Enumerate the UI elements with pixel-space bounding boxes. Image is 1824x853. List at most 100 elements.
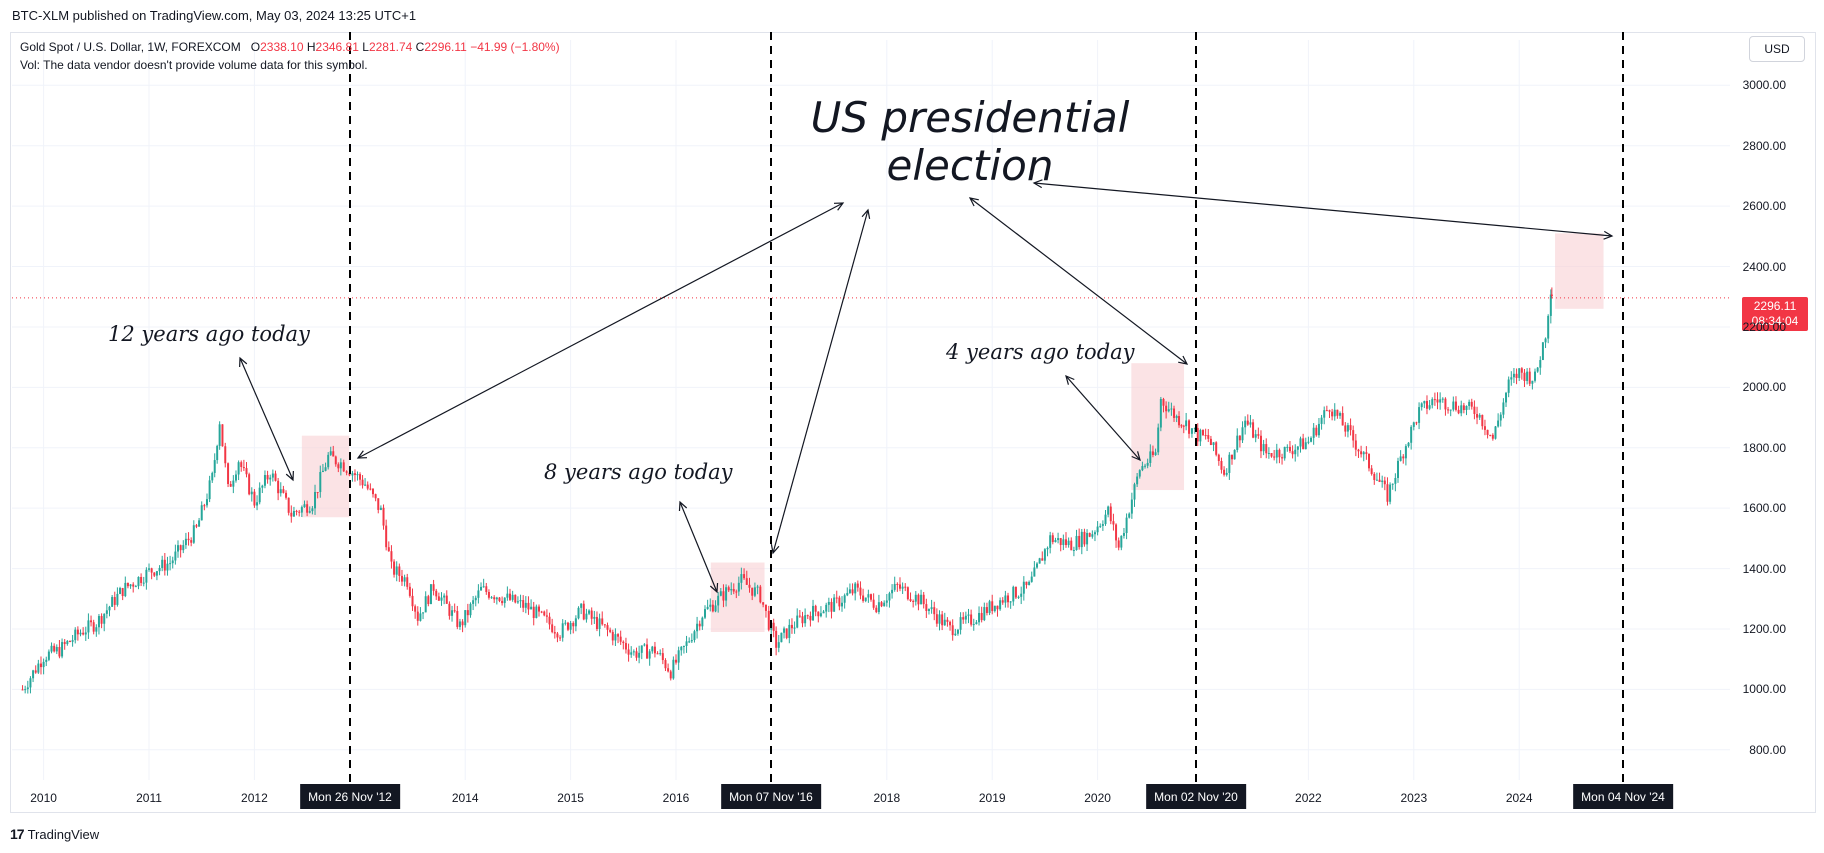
- candle-body: [300, 507, 303, 513]
- candle-body: [1130, 499, 1133, 514]
- candle-body: [1336, 409, 1339, 416]
- candle-body: [556, 633, 559, 638]
- candle-body: [509, 593, 512, 600]
- x-tick-label: 2020: [1084, 791, 1111, 805]
- candle-body: [1544, 338, 1547, 343]
- candle-body: [76, 629, 79, 635]
- candle-body: [34, 670, 37, 673]
- candle-body: [464, 610, 467, 626]
- candle-body: [1185, 420, 1188, 427]
- candle-body: [930, 607, 933, 610]
- candle-body: [87, 620, 90, 633]
- last-price-badge: 2296.11 08:34:04: [1742, 297, 1808, 331]
- candle-body: [1352, 430, 1355, 441]
- candle-body: [1099, 525, 1102, 527]
- candle-body: [1025, 581, 1028, 585]
- candle-body: [1515, 373, 1518, 378]
- candle-body: [732, 589, 735, 592]
- candle-body: [1312, 427, 1315, 438]
- candle-body: [1107, 506, 1110, 515]
- candle-body: [991, 601, 994, 612]
- date-marker-2016: Mon 07 Nov '16: [721, 784, 821, 809]
- arrow-head: [709, 582, 719, 594]
- grid-layer: [12, 40, 1730, 780]
- candle-body: [169, 563, 172, 565]
- candle-body: [466, 610, 469, 616]
- candle-body: [817, 611, 820, 617]
- candle-body: [527, 602, 530, 610]
- candle-body: [66, 641, 69, 645]
- candle-body: [37, 663, 40, 673]
- annotation-arrow: [772, 209, 869, 554]
- candle-body: [1344, 425, 1347, 432]
- candle-body: [1230, 454, 1233, 460]
- candle-body: [411, 595, 414, 607]
- candle-body: [659, 653, 662, 655]
- candle-body: [74, 629, 77, 641]
- candle-body: [1307, 441, 1310, 443]
- candle-body: [248, 474, 251, 495]
- candle-body: [759, 586, 762, 603]
- high-label: H: [306, 40, 316, 54]
- candle-body: [416, 611, 419, 621]
- candle-body: [97, 616, 100, 628]
- candle-body: [875, 607, 878, 613]
- candle-body: [290, 512, 293, 517]
- candle-body: [1252, 422, 1255, 438]
- candle-body: [200, 505, 203, 521]
- candle-body: [1526, 371, 1529, 381]
- candle-body: [1004, 595, 1007, 603]
- candle-body: [179, 545, 182, 551]
- candle-body: [801, 616, 804, 624]
- candle-body: [1238, 435, 1241, 441]
- candle-body: [1175, 416, 1178, 418]
- candle-body: [880, 602, 883, 607]
- candle-body: [835, 597, 838, 599]
- currency-button[interactable]: USD: [1749, 36, 1805, 62]
- candle-body: [611, 631, 614, 641]
- candle-body: [1349, 425, 1352, 431]
- candle-body: [163, 559, 166, 571]
- candle-body: [324, 467, 327, 471]
- candle-body: [232, 480, 235, 487]
- candle-body: [783, 628, 786, 633]
- candle-body: [256, 502, 259, 506]
- candle-body: [938, 614, 941, 624]
- y-tick-label: 1200.00: [1742, 621, 1786, 636]
- candle-body: [348, 472, 351, 476]
- candle-body: [1462, 405, 1465, 411]
- candle-body: [203, 505, 206, 507]
- arrow-head: [770, 544, 780, 555]
- candle-body: [1431, 399, 1434, 406]
- candle-body: [514, 594, 517, 603]
- candle-body: [675, 659, 678, 663]
- candle-body: [838, 597, 841, 607]
- candle-body: [435, 590, 438, 597]
- candle-body: [1059, 538, 1062, 545]
- candle-body: [1423, 401, 1426, 404]
- candle-body: [155, 571, 158, 576]
- arrow-head: [1131, 451, 1141, 462]
- candle-body: [129, 584, 132, 587]
- brand-footer[interactable]: 17 TradingView: [10, 826, 99, 842]
- candle-body: [390, 551, 393, 562]
- candle-body: [1151, 451, 1154, 455]
- candle-body: [100, 616, 103, 624]
- candle-body: [703, 609, 706, 618]
- candle-body: [825, 604, 828, 612]
- candle-body: [1033, 567, 1036, 577]
- candle-body: [954, 633, 957, 636]
- election-highlight: [1555, 233, 1604, 309]
- arrow-head: [861, 208, 871, 219]
- candle-body: [55, 647, 58, 652]
- x-tick-label: 2016: [662, 791, 690, 805]
- candle-body: [1418, 407, 1421, 423]
- candle-body: [406, 577, 409, 587]
- y-tick-label: 1400.00: [1742, 561, 1786, 576]
- candle-body: [606, 625, 609, 630]
- candle-body: [601, 618, 604, 625]
- candle-body: [833, 597, 836, 612]
- candle-body: [1122, 533, 1125, 536]
- candle-body: [306, 504, 309, 513]
